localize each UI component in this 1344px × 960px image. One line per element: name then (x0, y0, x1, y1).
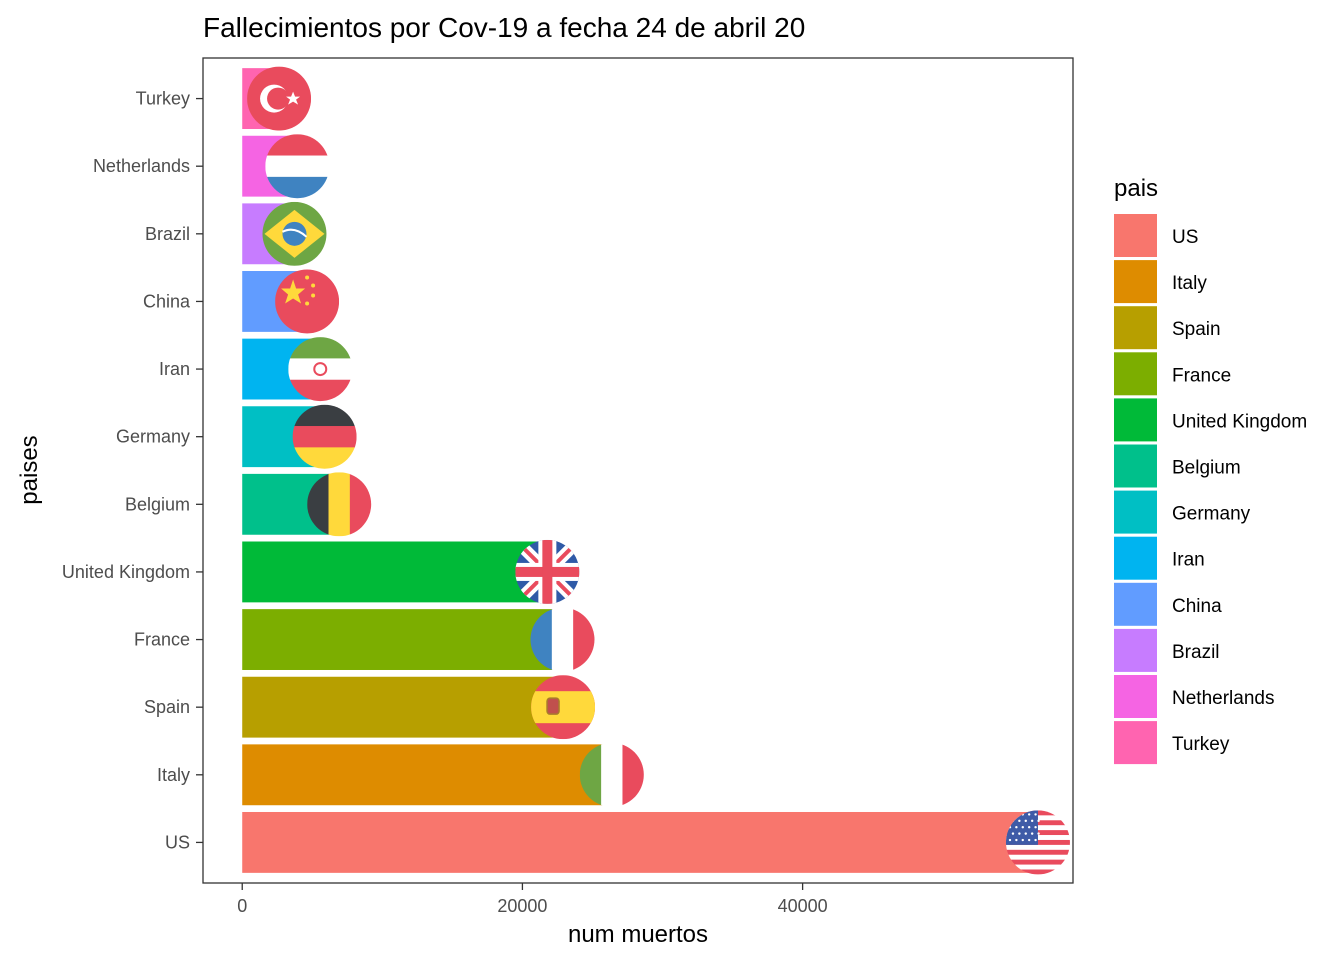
chart-title: Fallecimientos por Cov-19 a fecha 24 de … (203, 12, 805, 43)
us-flag-icon (1005, 810, 1070, 875)
bar-us (242, 811, 1038, 873)
spain-flag-icon (531, 675, 596, 740)
x-tick-label: 0 (237, 896, 247, 916)
legend-label: Belgium (1172, 458, 1241, 479)
legend-label: United Kingdom (1172, 411, 1307, 432)
uk-flag-icon (515, 539, 580, 604)
x-axis: 0 20000 40000 (237, 883, 828, 916)
legend-label: China (1172, 596, 1222, 617)
legend-label: Italy (1172, 273, 1207, 294)
y-tick-label: Italy (157, 765, 190, 785)
legend-key (1114, 582, 1157, 626)
legend-key (1114, 306, 1157, 350)
y-tick-label: Brazil (145, 224, 190, 244)
bar-france (242, 609, 563, 670)
y-tick-label: United Kingdom (62, 562, 190, 582)
y-axis: US Italy Spain France United Kingdom Belgium G… (62, 89, 203, 852)
legend-label: Iran (1172, 550, 1205, 571)
legend-key (1114, 675, 1157, 718)
bar-united-kingdom (242, 541, 548, 603)
legend-label: France (1172, 365, 1231, 386)
bars-layer (242, 68, 1038, 873)
y-tick-label: Spain (144, 697, 190, 717)
legend-key (1114, 444, 1157, 488)
belgium-flag-icon (307, 472, 372, 537)
legend-key (1114, 352, 1157, 396)
y-tick-label: Belgium (125, 494, 190, 514)
legend-title: pais (1114, 175, 1158, 202)
turkey-flag-icon (247, 66, 312, 131)
bar-spain (242, 676, 564, 738)
legend-key (1114, 214, 1157, 257)
legend-key (1114, 260, 1157, 304)
legend-key (1114, 398, 1157, 442)
iran-flag-icon (288, 337, 353, 402)
bar-italy (242, 744, 612, 806)
legend-label: Brazil (1172, 642, 1220, 663)
italy-flag-icon (579, 742, 644, 807)
y-tick-label: China (143, 291, 191, 311)
x-axis-title: num muertos (568, 921, 708, 948)
y-tick-label: Turkey (136, 89, 190, 109)
y-tick-label: Netherlands (93, 156, 190, 176)
y-tick-label: Iran (159, 359, 190, 379)
brazil-flag-icon (262, 201, 327, 266)
legend-label: Turkey (1172, 734, 1230, 755)
legend-key (1114, 536, 1157, 580)
x-tick-label: 40000 (778, 896, 828, 916)
netherlands-flag-icon (265, 134, 330, 199)
france-flag-icon (530, 607, 595, 672)
legend-label: Netherlands (1172, 688, 1274, 709)
legend-key (1114, 628, 1157, 672)
y-axis-title: paises (16, 435, 43, 504)
x-tick-label: 20000 (497, 896, 547, 916)
y-tick-label: France (134, 630, 190, 650)
plot-panel-border (202, 57, 1074, 884)
legend: pais US Italy Spain France United Kingdom Bel… (1114, 175, 1307, 765)
germany-flag-icon (292, 404, 357, 469)
flags-layer (247, 66, 1070, 875)
legend-key (1114, 490, 1157, 534)
china-flag-icon (275, 269, 340, 334)
legend-key (1114, 721, 1157, 765)
y-tick-label: US (165, 832, 190, 852)
legend-label: US (1172, 227, 1198, 248)
legend-label: Germany (1172, 504, 1251, 525)
legend-label: Spain (1172, 319, 1221, 340)
y-tick-label: Germany (116, 427, 190, 447)
